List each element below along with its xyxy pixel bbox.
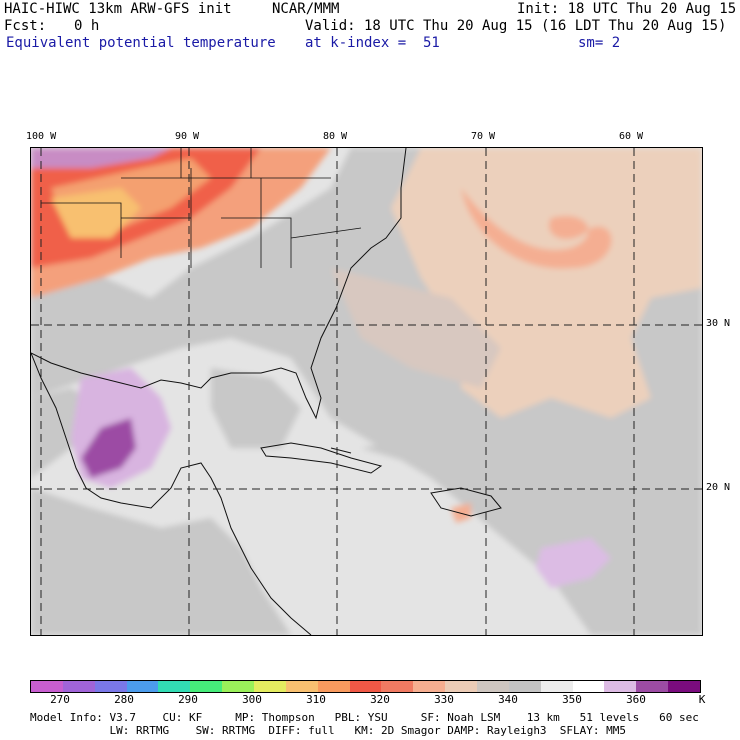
level-index: at k-index = 51: [305, 35, 440, 51]
lon-label-80w: 80 W: [323, 131, 348, 142]
colorbar-swatch: [317, 681, 350, 692]
state-borders: [41, 148, 362, 268]
theta-e-shading: [31, 148, 702, 635]
field-name: Equivalent potential temperature: [6, 35, 276, 51]
colorbar-swatch: [636, 681, 669, 692]
fcst-value: 0 h: [74, 18, 100, 34]
colorbar-tick: 340: [498, 693, 518, 706]
gray-region-gulf: [211, 368, 301, 448]
colorbar-swatch: [126, 681, 159, 692]
colorbar-swatch: [158, 681, 191, 692]
border-lines: [41, 148, 362, 268]
model-info-line1: Model Info: V3.7 CU: KF MP: Thompson PBL…: [30, 711, 699, 724]
colorbar-swatch: [604, 681, 637, 692]
coast-mexico-central-america: [31, 352, 312, 635]
colorbar-tick: 280: [114, 693, 134, 706]
colorbar-swatch: [62, 681, 95, 692]
lon-label-90w: 90 W: [175, 131, 200, 142]
org-label: NCAR/MMM: [272, 1, 340, 17]
colorbar-tick: 310: [306, 693, 326, 706]
coast-hispaniola: [430, 487, 502, 517]
colorbar-swatch: [94, 681, 127, 692]
colorbar-swatch: [31, 681, 63, 692]
colorbar-tick: 350: [562, 693, 582, 706]
theta-e-map: [30, 147, 703, 636]
smoothing: sm= 2: [578, 35, 621, 51]
lat-label-30n: 30 N: [706, 318, 731, 329]
fcst-label: Fcst:: [4, 18, 47, 34]
salmon-swirl: [461, 188, 612, 269]
model-info-line2: LW: RRTMG SW: RRTMG DIFF: full KM: 2D Sm…: [30, 724, 627, 737]
purple-patch-plains: [31, 148, 171, 168]
purple-core-gulf: [81, 418, 136, 478]
model-title: HAIC-HIWC 13km ARW-GFS init: [4, 1, 232, 17]
gray-region-atlantic: [361, 408, 702, 558]
colorbar-swatch: [381, 681, 414, 692]
yellow-core-texas: [51, 188, 141, 238]
lavender-region-caribbean: [536, 538, 611, 588]
colorbar-tick: 320: [370, 693, 390, 706]
gray-region-central-america: [31, 488, 291, 635]
colorbar-ticks: 270 280 290 300 310 320 330 340 350 360 …: [30, 693, 710, 707]
valid-time: Valid: 18 UTC Thu 20 Aug 15 (16 LDT Thu …: [305, 18, 727, 34]
colorbar-swatch: [349, 681, 382, 692]
colorbar-swatch: [540, 681, 573, 692]
colorbar-swatch: [190, 681, 223, 692]
colorbar-tick: 290: [178, 693, 198, 706]
colorbar-swatch: [445, 681, 478, 692]
colorbar-swatch: [572, 681, 605, 692]
colorbar-unit: K: [698, 693, 706, 706]
coastlines: [31, 148, 502, 635]
mixed-region-atlantic: [331, 268, 501, 388]
colorbar-swatch: [254, 681, 286, 692]
graticule: [31, 148, 702, 635]
colorbar: [30, 680, 701, 693]
init-time: Init: 18 UTC Thu 20 Aug 15: [517, 1, 737, 17]
colorbar-tick: 330: [434, 693, 454, 706]
lon-label-70w: 70 W: [471, 131, 496, 142]
coast-us: [31, 148, 407, 420]
colorbar-swatch: [508, 681, 541, 692]
colorbar-tick: 360: [626, 693, 646, 706]
lon-label-100w: 100 W: [26, 131, 57, 142]
colorbar-swatch: [477, 681, 509, 692]
colorbar-tick: 300: [242, 693, 262, 706]
colorbar-swatch: [285, 681, 318, 692]
colorbar-swatch: [413, 681, 446, 692]
coast-cuba: [260, 442, 383, 474]
lat-label-20n: 20 N: [706, 482, 731, 493]
lon-label-60w: 60 W: [619, 131, 644, 142]
coast-bahamas: [330, 447, 352, 454]
colorbar-swatch: [668, 681, 701, 692]
colorbar-swatch: [222, 681, 255, 692]
colorbar-tick: 270: [50, 693, 70, 706]
